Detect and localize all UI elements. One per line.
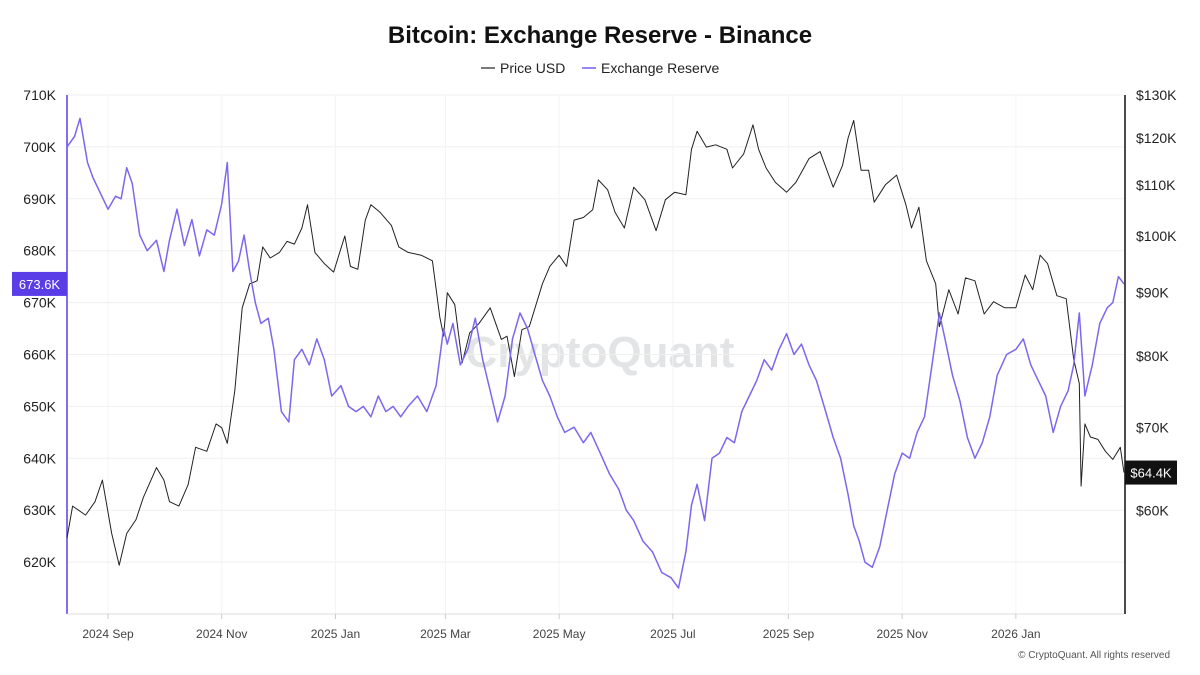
right-tick-label: $90K — [1136, 285, 1169, 301]
x-tick-label: 2024 Sep — [82, 627, 134, 641]
left-tick-label: 620K — [23, 554, 56, 570]
x-axis: 2024 Sep 2024 Nov 2025 Jan 2025 Mar 2025 May… — [67, 613, 1124, 641]
right-tick-label: $100K — [1136, 228, 1177, 244]
chart-title: Bitcoin: Exchange Reserve - Binance — [388, 22, 812, 49]
right-current-badge — [1125, 460, 1177, 485]
right-tick-label: $60K — [1136, 503, 1169, 519]
x-tick-label: 2025 Sep — [763, 627, 815, 641]
series — [66, 117, 1125, 589]
x-tick-label: 2025 Mar — [420, 627, 471, 641]
x-tick-label: 2025 Nov — [876, 627, 927, 641]
right-current-value: $64.4K — [1130, 466, 1172, 481]
gridlines — [67, 94, 1124, 614]
right-tick-label: $80K — [1136, 348, 1169, 364]
left-tick-label: 680K — [23, 243, 56, 259]
left-tick-label: 630K — [23, 502, 56, 518]
left-y-axis: 710K 700K 690K 680K 670K 660K 650K 640K 630K 620K — [23, 87, 68, 614]
x-tick-label: 2025 May — [533, 627, 586, 641]
x-tick-label: 2024 Nov — [196, 627, 247, 641]
left-tick-label: 640K — [23, 450, 56, 466]
copyright: © CryptoQuant. All rights reserved — [1018, 650, 1170, 661]
price-usd-line — [66, 119, 1125, 566]
left-tick-label: 700K — [23, 139, 56, 155]
left-tick-label: 670K — [23, 295, 56, 311]
left-tick-label: 650K — [23, 398, 56, 414]
x-tick-label: 2025 Jan — [311, 627, 360, 641]
right-tick-label: $110K — [1136, 177, 1176, 193]
legend-price-label[interactable]: Price USD — [500, 60, 565, 76]
watermark: CryptoQuant — [466, 328, 735, 377]
right-tick-label: $70K — [1136, 420, 1169, 436]
legend[interactable]: Price USD Exchange Reserve — [481, 60, 720, 76]
x-tick-label: 2025 Jul — [650, 627, 695, 641]
legend-reserve-label[interactable]: Exchange Reserve — [601, 60, 720, 76]
left-tick-label: 710K — [23, 87, 56, 103]
right-tick-label: $120K — [1136, 130, 1177, 146]
right-tick-label: $130K — [1136, 87, 1177, 103]
left-tick-label: 660K — [23, 347, 56, 363]
left-current-value: 673.6K — [19, 277, 61, 292]
left-tick-label: 690K — [23, 191, 56, 207]
exchange-reserve-line — [66, 117, 1125, 589]
left-current-badge — [12, 271, 67, 296]
x-tick-label: 2026 Jan — [991, 627, 1040, 641]
right-y-axis: $130K $120K $110K $100K $90K $80K $70K $60K — [1124, 87, 1177, 614]
current-value-badges: 673.6K $64.4K — [12, 271, 1177, 485]
